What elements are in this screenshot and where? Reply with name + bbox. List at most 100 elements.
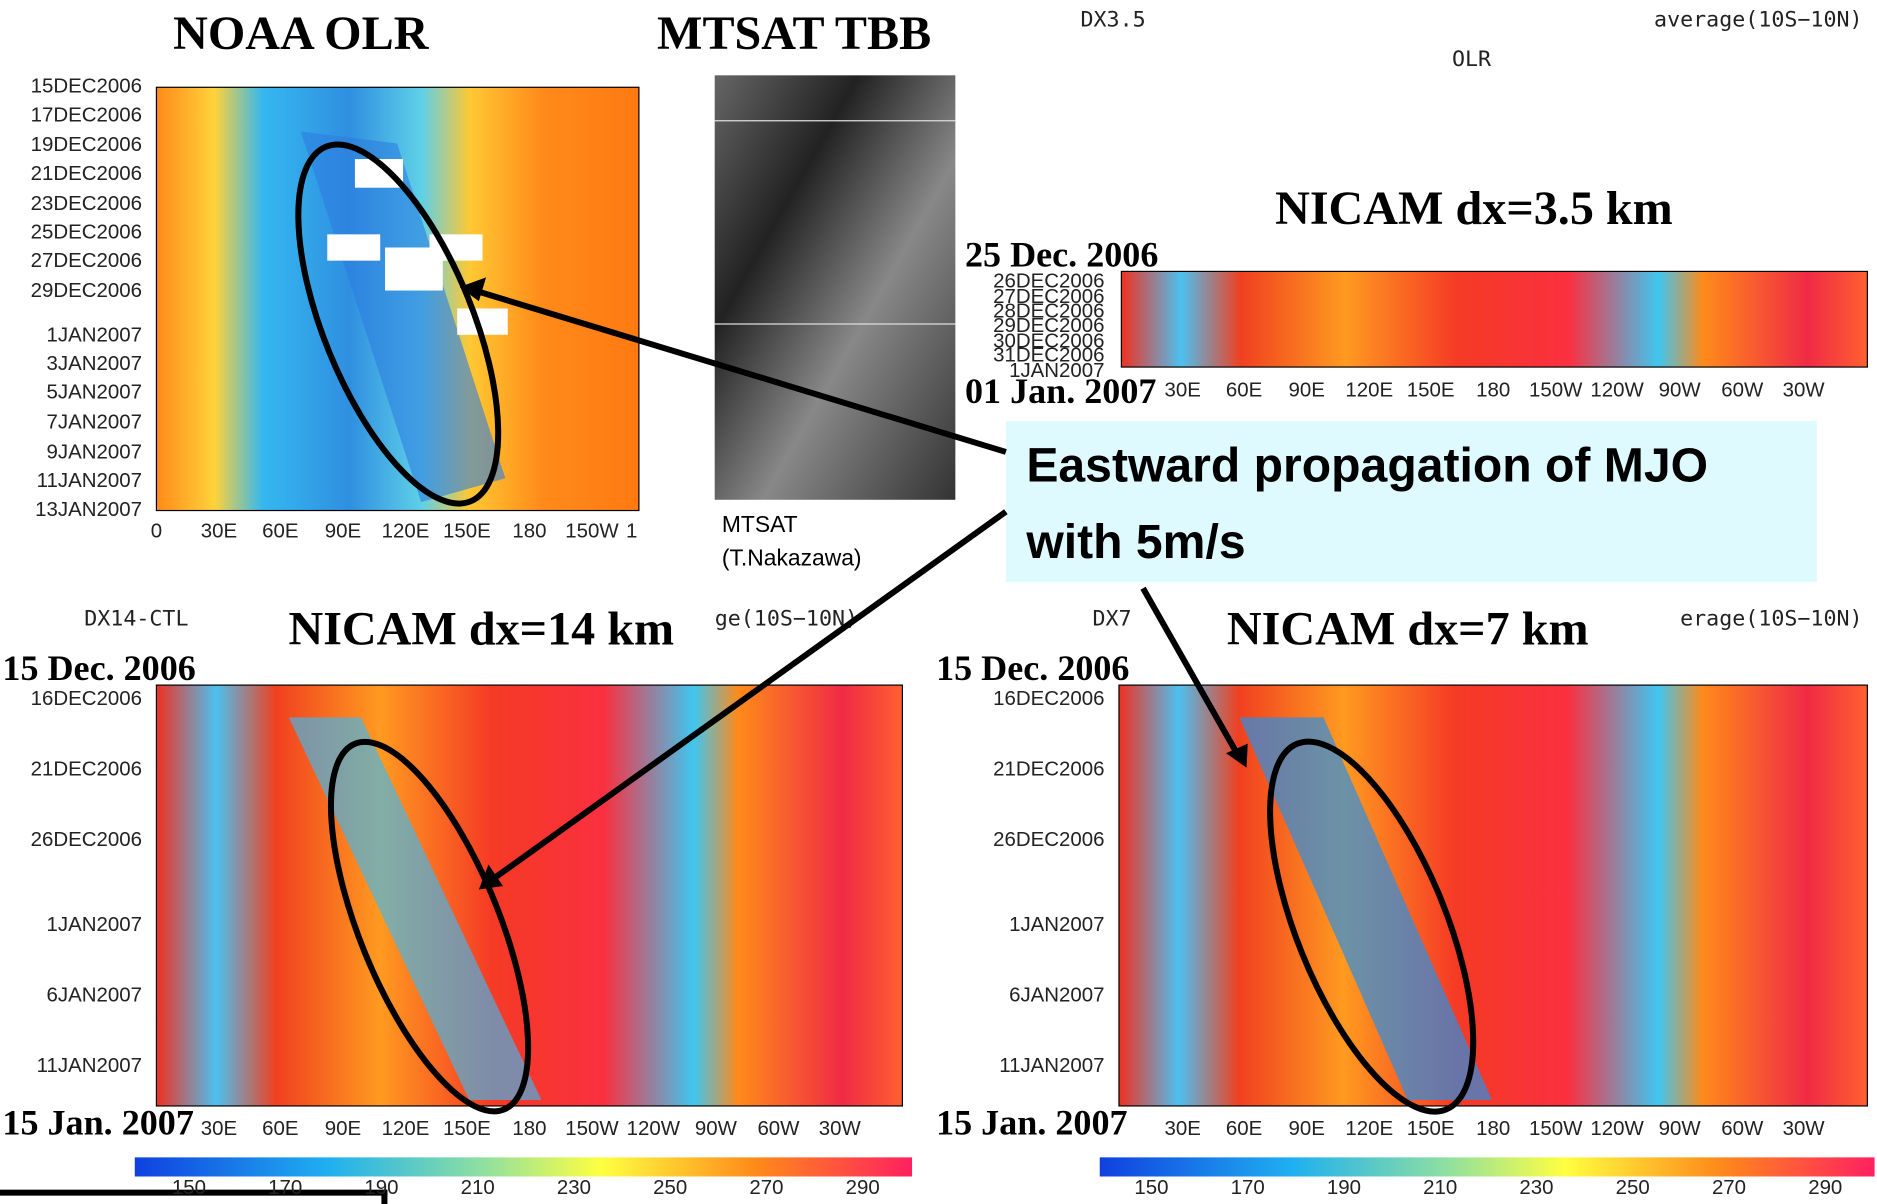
end-date: 15 Jan. 2007	[2, 1103, 193, 1143]
x-tick-label: 170	[1231, 1177, 1265, 1199]
start-date: 15 Dec. 2006	[2, 648, 195, 688]
satellite-image	[714, 75, 956, 500]
y-tick-label: 11JAN2007	[37, 1055, 142, 1077]
x-tick-label: 30W	[1783, 1118, 1826, 1140]
rule	[0, 1189, 388, 1196]
x-tick-label: 90W	[695, 1118, 738, 1140]
arrowheads	[459, 277, 1248, 890]
x-tick-label: 190	[1327, 1177, 1361, 1199]
x-tick-label: 90E	[1288, 379, 1324, 401]
x-tick-label: 150E	[443, 520, 491, 542]
y-tick-label: 17DEC2006	[31, 104, 142, 126]
x-tick-label: 290	[846, 1177, 880, 1199]
x-tick-label: 150W	[1529, 1118, 1583, 1140]
y-tick-label: 27DEC2006	[993, 286, 1104, 308]
y-tick-label: 6JAN2007	[1009, 984, 1104, 1006]
callout-box	[1005, 420, 1817, 583]
header: ge(10S−10N)	[715, 606, 858, 631]
y-tick-label: 23DEC2006	[31, 193, 142, 215]
panel-title: NOAA OLR	[173, 7, 430, 60]
x-tick-label: 250	[653, 1177, 687, 1199]
y-tick-label: 21DEC2006	[31, 758, 142, 780]
y-tick-label: 16DEC2006	[993, 688, 1104, 710]
x-tick-label: 150	[1134, 1177, 1168, 1199]
x-tick-label: 290	[1808, 1177, 1842, 1199]
x-tick-label: 270	[749, 1177, 783, 1199]
x-tick-label: 90W	[1659, 1118, 1702, 1140]
y-tick-label: 15DEC2006	[31, 76, 142, 98]
y-tick-label: 3JAN2007	[47, 353, 142, 375]
x-tick-label: 120W	[1590, 1118, 1644, 1140]
y-tick-label: 1JAN2007	[1009, 914, 1104, 936]
x-tick-label: 180	[1476, 379, 1510, 401]
y-tick-label: 19DEC2006	[31, 134, 142, 156]
x-tick-label: 60W	[757, 1118, 800, 1140]
ellipses	[295, 141, 1477, 1115]
x-tick-label: 210	[461, 1177, 495, 1199]
variable: OLR	[1452, 47, 1491, 72]
x-tick-label: 250	[1616, 1177, 1650, 1199]
x-tick-label: 120E	[1345, 1118, 1393, 1140]
x-tick-label: 150W	[565, 520, 619, 542]
missing-data	[327, 159, 508, 335]
y-tick-label: 6JAN2007	[47, 984, 142, 1006]
caption: MTSAT	[722, 511, 798, 537]
y-tick-label: 13JAN2007	[35, 499, 142, 521]
x-tick-label: 120W	[627, 1118, 681, 1140]
y-tick-label: 30DEC2006	[993, 330, 1104, 352]
x-tick-label: 120E	[1345, 379, 1393, 401]
y-tick-label: 11JAN2007	[999, 1055, 1104, 1077]
x-tick-label: 60E	[1226, 379, 1262, 401]
blue-band	[300, 131, 506, 503]
start-date: 25 Dec. 2006	[965, 235, 1158, 275]
y-tick-label: 28DEC2006	[993, 300, 1104, 322]
start-date: 15 Dec. 2006	[936, 648, 1129, 688]
panel-title: NICAM dx=14 km	[288, 603, 674, 656]
x-tick-label: 230	[557, 1177, 591, 1199]
x-tick-label: 120E	[382, 520, 430, 542]
heatmap	[1120, 270, 1868, 368]
x-tick-label: 60W	[1721, 1118, 1764, 1140]
header: DX7	[1093, 606, 1132, 631]
x-tick-label: 30E	[1165, 1118, 1201, 1140]
rule	[381, 1189, 388, 1204]
x-tick-label: 1	[626, 520, 637, 542]
y-tick-label: 31DEC2006	[993, 345, 1104, 367]
y-tick-label: 21DEC2006	[31, 163, 142, 185]
y-tick-label: 21DEC2006	[993, 758, 1104, 780]
x-tick-label: 190	[364, 1177, 398, 1199]
x-tick-label: 230	[1519, 1177, 1553, 1199]
y-tick-label: 26DEC2006	[993, 271, 1104, 293]
header: DX3.5	[1080, 7, 1145, 32]
y-tick-label: 16DEC2006	[31, 688, 142, 710]
y-tick-label: 7JAN2007	[47, 412, 142, 434]
y-tick-label: 26DEC2006	[31, 829, 142, 851]
x-tick-label: 150W	[565, 1118, 619, 1140]
x-tick-label: 30W	[819, 1118, 862, 1140]
end-date: 15 Jan. 2007	[936, 1103, 1127, 1143]
colorbar	[134, 1157, 913, 1177]
y-tick-label: 29DEC2006	[993, 315, 1104, 337]
x-tick-label: 0	[151, 520, 162, 542]
x-tick-label: 180	[512, 520, 546, 542]
panel-title: NICAM dx=7 km	[1227, 603, 1589, 656]
header: DX14-CTL	[84, 606, 188, 631]
x-tick-label: 30E	[1165, 379, 1201, 401]
x-tick-label: 90E	[1288, 1118, 1324, 1140]
blue-band	[1239, 717, 1492, 1100]
x-tick-label: 30E	[201, 1118, 237, 1140]
x-tick-label: 150	[172, 1177, 206, 1199]
callout-text: with 5m/s	[1025, 516, 1245, 569]
y-tick-label: 9JAN2007	[47, 442, 142, 464]
x-tick-label: 60E	[1226, 1118, 1262, 1140]
callout-text: Eastward propagation of MJO	[1026, 439, 1708, 492]
x-tick-label: 30E	[201, 520, 237, 542]
x-tick-label: 60E	[262, 1118, 298, 1140]
arrows	[477, 288, 1240, 882]
x-tick-label: 150E	[1407, 1118, 1455, 1140]
x-tick-label: 90E	[325, 1118, 361, 1140]
x-tick-label: 180	[512, 1118, 546, 1140]
panel-title: NICAM dx=3.5 km	[1275, 182, 1673, 235]
y-tick-label: 25DEC2006	[31, 222, 142, 244]
credit: (T.Nakazawa)	[722, 545, 862, 571]
